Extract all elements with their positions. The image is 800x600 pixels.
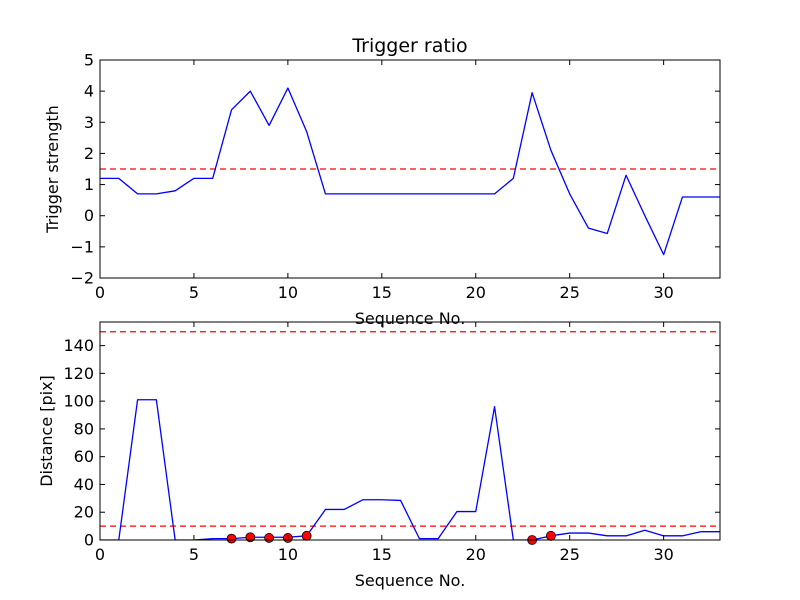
- chart1-series-line-1: [100, 87, 720, 256]
- chart1-y-tick-label: 1: [84, 175, 94, 194]
- chart1-axes-frame: [99, 59, 721, 279]
- chart2-marker-point: [264, 533, 274, 543]
- chart2-y-tick-label: 120: [63, 364, 94, 383]
- chart1-y-tick-label: 5: [84, 51, 94, 70]
- chart2-x-tick-label: 0: [95, 545, 105, 564]
- chart1-x-tick-label: 25: [560, 283, 580, 302]
- chart1-y-tick-label: 0: [84, 206, 94, 225]
- chart1-x-axis-label: Sequence No.: [355, 309, 466, 328]
- chart2-y-tick-label: 40: [74, 475, 94, 494]
- chart1-y-tick-label: 2: [84, 144, 94, 163]
- chart2-marker-point: [226, 533, 237, 544]
- chart2-y-axis-label: Distance [pix]: [37, 375, 56, 487]
- chart2-x-tick-label: 25: [560, 545, 580, 564]
- chart1-y-tick-label: −2: [70, 269, 94, 288]
- chart1-y-axis-label: Trigger strength: [43, 105, 62, 234]
- chart1-x-tick-label: 20: [466, 283, 486, 302]
- chart2-marker-point: [245, 532, 256, 543]
- chart2-marker-point: [301, 530, 312, 541]
- chart1-x-tick-label: 15: [372, 283, 392, 302]
- chart1-x-tick-label: 0: [95, 283, 105, 302]
- chart2-y-tick-label: 0: [84, 531, 94, 550]
- chart1-x-tick-label: 5: [189, 283, 199, 302]
- chart2-x-tick-label: 30: [653, 545, 673, 564]
- chart1-title: Trigger ratio: [351, 35, 467, 57]
- chart1-x-tick-label: 30: [653, 283, 673, 302]
- chart2-y-tick-label: 100: [63, 392, 94, 411]
- chart1-y-tick-label: 3: [84, 113, 94, 132]
- chart2-marker-point: [546, 530, 556, 541]
- chart1-y-tick-label: 4: [84, 82, 94, 101]
- chart2-y-tick-label: 80: [74, 419, 94, 438]
- chart2-series-line-1: [100, 399, 720, 540]
- chart2-x-tick-label: 10: [278, 545, 298, 564]
- chart1-y-tick-label: −1: [70, 237, 94, 256]
- chart2-x-tick-label: 15: [372, 545, 392, 564]
- chart2-x-axis-label: Sequence No.: [355, 571, 466, 590]
- chart1-group: 0 5 10 15 20 25 30 −2 −1 0 1 2 3 4 5 Trigger ratio Seque…: [43, 35, 721, 328]
- chart2-group: 0 5 10 15 20 25 30 0 20 40 60 80 100 120 140 Sequence N…: [37, 321, 721, 590]
- chart2-x-tick-label: 20: [466, 545, 486, 564]
- chart2-x-tick-label: 5: [189, 545, 199, 564]
- chart2-y-tick-label: 60: [74, 447, 94, 466]
- chart2-axes-frame: [99, 321, 721, 541]
- chart1-x-tick-label: 10: [278, 283, 298, 302]
- chart2-y-tick-label: 20: [74, 503, 94, 522]
- chart2-y-tick-label: 140: [63, 336, 94, 355]
